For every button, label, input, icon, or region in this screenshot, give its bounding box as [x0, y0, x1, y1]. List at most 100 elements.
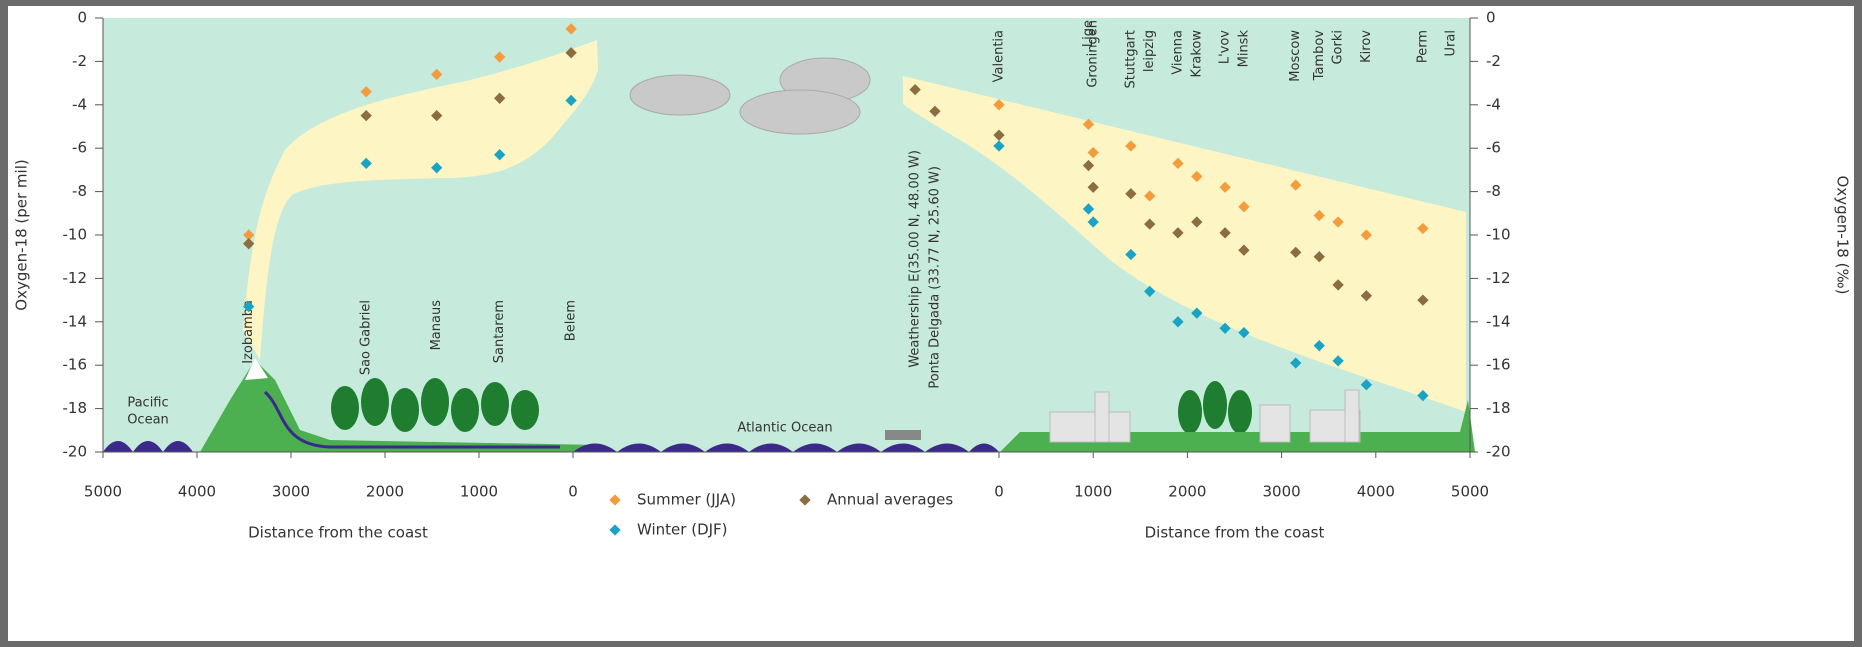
point: [1087, 216, 1099, 228]
station-label: leipzig: [1142, 30, 1157, 72]
y-tick-label: -12: [63, 269, 88, 287]
point: [1082, 118, 1095, 130]
y-tick-label: -16: [1486, 356, 1511, 374]
annotation: Ocean: [127, 413, 169, 428]
station-label: Krakow: [1189, 30, 1204, 78]
y-tick-label: -6: [72, 139, 87, 157]
point: [1191, 170, 1203, 183]
forest: [331, 378, 1252, 434]
point: [243, 238, 255, 250]
point: [1125, 248, 1137, 261]
station-label: Sao Gabriel: [359, 300, 374, 375]
station-label: Valentia: [992, 30, 1007, 82]
river: [263, 390, 560, 449]
station-label: Gorki: [1331, 30, 1346, 65]
point: [1360, 379, 1373, 391]
legend-marker: [609, 494, 621, 506]
station-label: Ural: [1444, 30, 1459, 56]
x-tick-label: 0: [994, 483, 1004, 501]
point: [1191, 307, 1203, 319]
legend-label: Annual averages: [827, 491, 953, 509]
point: [1417, 389, 1429, 402]
ocean-waves: [103, 441, 999, 452]
point: [1290, 246, 1302, 259]
y-tick-label: -14: [1486, 312, 1511, 330]
station-label: Lige: [1081, 20, 1096, 47]
point: [1332, 355, 1344, 367]
point: [1360, 229, 1373, 241]
y-axis-label: Oxygen-18 (per mil): [13, 159, 31, 310]
station-label: Ponta Delgada (33.77 N, 25.60 W): [927, 166, 942, 389]
x-tick-label: 1000: [1074, 483, 1112, 501]
ship: [885, 430, 921, 440]
x-tick-label: 0: [568, 483, 578, 501]
station-label: Izobamba: [241, 300, 256, 364]
station-label: Weathership E(35.00 N, 48.00 W): [908, 150, 923, 368]
y-tick-label: 0: [1486, 9, 1496, 27]
annotation: Pacific: [127, 396, 168, 411]
y-tick-label: -14: [63, 312, 88, 330]
station-label: Groningen: [1086, 20, 1101, 88]
point: [360, 157, 372, 170]
y-tick-label: -6: [1486, 139, 1501, 157]
station-label: Moscow: [1288, 30, 1303, 82]
point: [1238, 201, 1250, 213]
y-tick-label: -20: [63, 443, 88, 461]
point: [1417, 222, 1429, 235]
point: [1087, 181, 1099, 193]
station-label: Minsk: [1236, 30, 1251, 68]
x-axis-label: Distance from the coast: [1145, 524, 1325, 542]
y-tick-label: -4: [1486, 95, 1501, 113]
x-tick-label: 5000: [84, 483, 122, 501]
point: [243, 300, 255, 313]
city: [1049, 389, 1361, 443]
y-tick-label: -10: [63, 226, 88, 244]
point: [1144, 190, 1156, 202]
point: [243, 229, 255, 241]
envelope: [243, 40, 598, 360]
annotation: Atlantic Ocean: [737, 421, 832, 436]
x-tick-label: 1000: [460, 483, 498, 501]
y-tick-label: -4: [72, 95, 87, 113]
clouds: [629, 57, 871, 135]
point: [1125, 140, 1137, 152]
y-tick-label: -12: [1486, 269, 1511, 287]
point: [1219, 181, 1231, 193]
point: [1125, 188, 1137, 200]
station-label: Stuttgart: [1123, 30, 1138, 88]
station-label: Kirov: [1359, 30, 1374, 63]
point: [993, 140, 1005, 152]
point: [1290, 357, 1302, 369]
x-axis-label: Distance from the coast: [248, 524, 428, 542]
point: [1417, 294, 1429, 306]
x-tick-label: 4000: [1357, 483, 1395, 501]
y-tick-label: -18: [63, 399, 88, 417]
station-label: L'vov: [1218, 30, 1233, 64]
point: [1313, 340, 1325, 352]
point: [565, 47, 577, 59]
point: [1219, 227, 1231, 239]
snow: [245, 358, 268, 380]
point: [1360, 290, 1373, 302]
x-tick-label: 5000: [1451, 483, 1489, 501]
y-tick-label: -16: [63, 356, 88, 374]
station-label: Belem: [564, 300, 579, 341]
point: [1313, 209, 1325, 222]
legend-marker: [799, 494, 811, 506]
x-tick-label: 3000: [1263, 483, 1301, 501]
x-tick-label: 4000: [178, 483, 216, 501]
station-label: Santarem: [492, 300, 507, 363]
legend-marker: [609, 524, 621, 536]
point: [1144, 218, 1156, 230]
point: [431, 162, 443, 174]
point: [1332, 216, 1344, 228]
y-axis-label: Oxygen-18 (‰): [1834, 176, 1852, 295]
y-tick-label: -8: [1486, 182, 1501, 200]
point: [494, 149, 506, 161]
point: [993, 129, 1005, 141]
y-tick-label: -8: [72, 182, 87, 200]
point: [1082, 159, 1095, 172]
point: [1172, 227, 1184, 239]
